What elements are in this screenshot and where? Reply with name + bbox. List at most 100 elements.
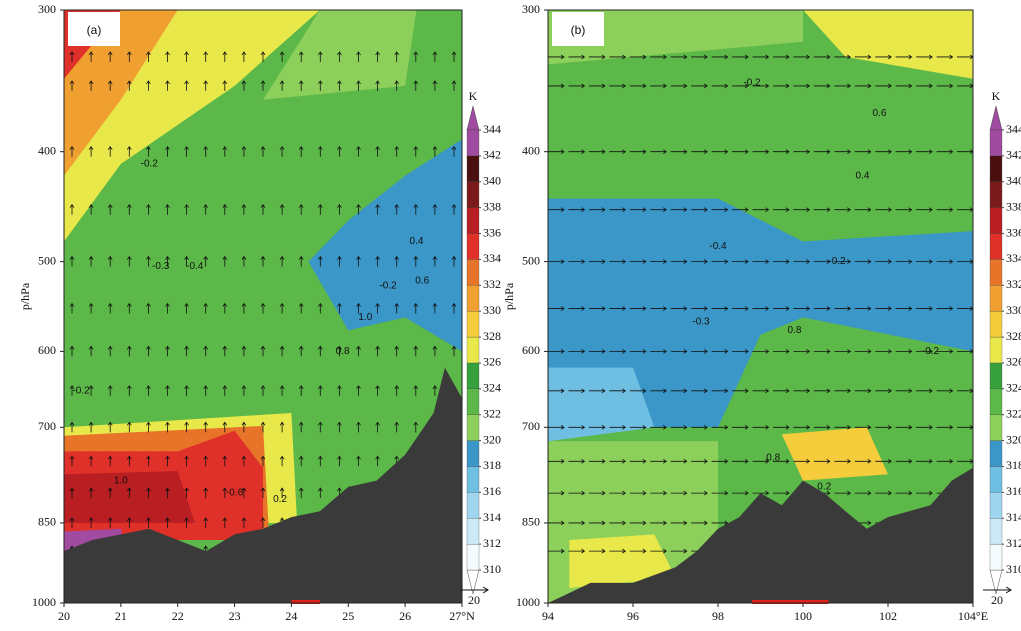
colorbar-tick-label: 338 xyxy=(483,199,501,213)
wind-arrow xyxy=(394,51,400,62)
wind-arrow xyxy=(222,203,228,215)
wind-arrow xyxy=(793,207,811,213)
wind-arrow xyxy=(752,54,770,60)
wind-arrow xyxy=(793,306,811,311)
colorbar-tick-label: 336 xyxy=(1006,225,1021,239)
wind-arrow xyxy=(88,421,94,433)
wind-arrow xyxy=(298,51,304,62)
contour-label: 1.0 xyxy=(358,312,372,323)
wind-arrow xyxy=(568,306,586,311)
wind-arrow xyxy=(772,306,790,311)
vector-key-arrow xyxy=(983,586,1012,594)
terrain xyxy=(548,467,973,603)
wind-arrow xyxy=(957,54,973,60)
wind-arrow xyxy=(875,349,892,354)
colorbar-swatch xyxy=(989,155,1003,182)
wind-arrow xyxy=(88,203,94,215)
wind-arrow xyxy=(629,83,647,89)
wind-arrow xyxy=(936,349,954,354)
wind-arrow xyxy=(375,203,380,215)
wind-arrow xyxy=(260,385,266,396)
wind-arrow xyxy=(875,458,892,464)
wind-arrow xyxy=(107,255,113,267)
wind-arrow xyxy=(609,458,627,464)
colorbar-swatch xyxy=(989,492,1003,519)
contour-label: 0.8 xyxy=(336,346,350,357)
wind-arrow xyxy=(241,80,247,91)
panel-label: (a) xyxy=(87,23,102,37)
wind-arrow xyxy=(432,302,438,314)
wind-arrow xyxy=(793,54,811,60)
wind-arrow xyxy=(629,548,647,554)
wind-arrow xyxy=(588,83,606,89)
wind-arrow xyxy=(317,255,323,267)
wind-arrow xyxy=(107,455,113,467)
wind-arrow xyxy=(88,80,94,91)
wind-arrow xyxy=(588,458,606,464)
wind-arrow xyxy=(629,149,647,155)
vector-key-arrow xyxy=(460,586,489,594)
wind-arrow xyxy=(394,145,400,157)
wind-arrow xyxy=(732,458,749,464)
wind-arrow xyxy=(650,207,667,213)
wind-arrow xyxy=(260,255,266,267)
wind-arrow xyxy=(394,345,400,357)
wind-arrow xyxy=(184,203,189,215)
wind-arrow xyxy=(813,259,831,264)
wind-arrow xyxy=(670,424,688,430)
colorbar-cap xyxy=(466,105,480,131)
wind-arrow xyxy=(279,51,285,62)
wind-arrow xyxy=(834,388,852,394)
wind-arrow xyxy=(548,83,565,89)
wind-arrow xyxy=(936,54,954,60)
wind-arrow xyxy=(609,424,627,430)
wind-arrow xyxy=(936,388,954,394)
wind-arrow xyxy=(772,458,790,464)
wind-arrow xyxy=(298,302,304,314)
colorbar-swatch xyxy=(989,543,1003,571)
wind-arrow xyxy=(69,51,75,62)
wind-arrow xyxy=(451,345,457,357)
wind-arrow xyxy=(146,255,151,267)
wind-arrow xyxy=(691,520,708,526)
wind-arrow xyxy=(298,255,304,267)
wind-arrow xyxy=(711,520,729,526)
wind-arrow xyxy=(317,385,323,396)
wind-arrow xyxy=(88,302,94,314)
wind-arrow xyxy=(279,385,285,396)
wind-arrow xyxy=(107,345,113,357)
x-tick-label: 20 xyxy=(58,609,70,623)
wind-arrow xyxy=(895,424,913,430)
wind-arrow xyxy=(711,149,729,155)
wind-arrow xyxy=(875,83,892,89)
wind-arrow xyxy=(394,80,400,91)
wind-arrow xyxy=(107,203,113,215)
wind-arrow xyxy=(875,306,892,311)
wind-arrow xyxy=(568,520,586,526)
colorbar-swatch xyxy=(466,543,480,571)
colorbar-swatch xyxy=(466,388,480,415)
wind-arrow xyxy=(936,458,954,464)
wind-arrow xyxy=(375,345,380,357)
x-tick-label: 23 xyxy=(229,609,241,623)
wind-arrow xyxy=(629,388,647,394)
wind-arrow xyxy=(126,421,132,433)
field-region xyxy=(548,367,655,442)
wind-arrow xyxy=(451,203,457,215)
x-tick-label: 25 xyxy=(342,609,354,623)
wind-arrow xyxy=(548,306,565,311)
wind-arrow xyxy=(184,345,189,357)
wind-arrow xyxy=(146,203,151,215)
contour-label: 0.2 xyxy=(817,482,831,493)
wind-arrow xyxy=(548,149,565,155)
wind-arrow xyxy=(548,490,565,496)
wind-arrow xyxy=(568,548,586,554)
colorbar-swatch xyxy=(989,311,1003,338)
wind-arrow xyxy=(260,145,266,157)
wind-arrow xyxy=(834,349,852,354)
region-marker xyxy=(291,600,320,604)
colorbar-tick-label: 330 xyxy=(1006,303,1021,317)
colorbar-tick-label: 336 xyxy=(483,225,501,239)
wind-arrow xyxy=(670,548,688,554)
vector-key-label: 20 xyxy=(991,593,1003,607)
